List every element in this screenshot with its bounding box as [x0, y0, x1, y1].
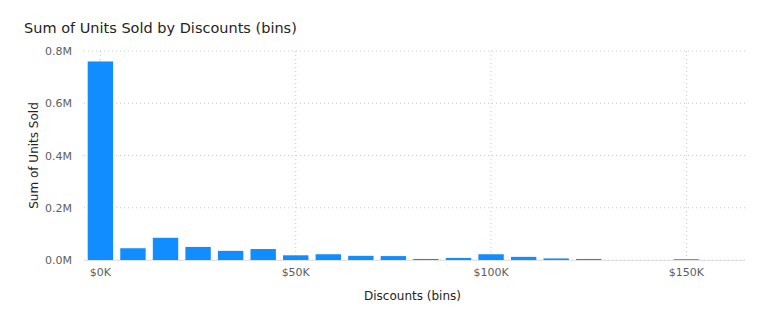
y-axis-title: Sum of Units Sold — [27, 102, 41, 209]
bar — [413, 259, 438, 260]
y-grid-line — [84, 103, 745, 104]
bar — [348, 256, 373, 260]
x-tick-label: $50K — [282, 266, 311, 279]
bar — [511, 257, 536, 260]
y-tick-label: 0.2M — [45, 202, 72, 215]
chart: Sum of Units Sold by Discounts (bins) 0.0… — [0, 0, 757, 317]
x-axis-title: Discounts (bins) — [364, 289, 461, 303]
bar — [88, 61, 113, 260]
y-grid-line — [84, 155, 745, 156]
y-grid-line — [84, 51, 745, 52]
y-grid-line — [84, 260, 745, 261]
bar — [120, 248, 145, 260]
bar — [446, 258, 471, 260]
bar — [185, 247, 210, 260]
bar — [250, 249, 275, 260]
bar — [316, 254, 341, 260]
x-tick-label: $100K — [473, 266, 509, 279]
y-tick-label: 0.6M — [45, 97, 72, 110]
x-grid-line — [295, 51, 296, 260]
x-grid-line — [686, 51, 687, 260]
bar — [576, 259, 601, 260]
x-tick-label: $150K — [669, 266, 705, 279]
bar — [674, 259, 699, 260]
y-tick-label: 0.0M — [45, 254, 72, 267]
bar — [153, 238, 178, 260]
bar — [381, 256, 406, 260]
bar — [283, 255, 308, 260]
x-axis-line — [84, 260, 745, 261]
x-tick-label: $0K — [90, 266, 112, 279]
bars — [88, 61, 699, 260]
title: Sum of Units Sold by Discounts (bins) — [24, 20, 297, 36]
y-tick-label: 0.4M — [45, 150, 72, 163]
bar — [478, 254, 503, 260]
bar — [543, 258, 568, 260]
y-grid-line — [84, 207, 745, 208]
bar — [218, 251, 243, 260]
x-grid-line — [491, 51, 492, 260]
grid — [84, 51, 745, 260]
y-tick-label: 0.8M — [45, 45, 72, 58]
